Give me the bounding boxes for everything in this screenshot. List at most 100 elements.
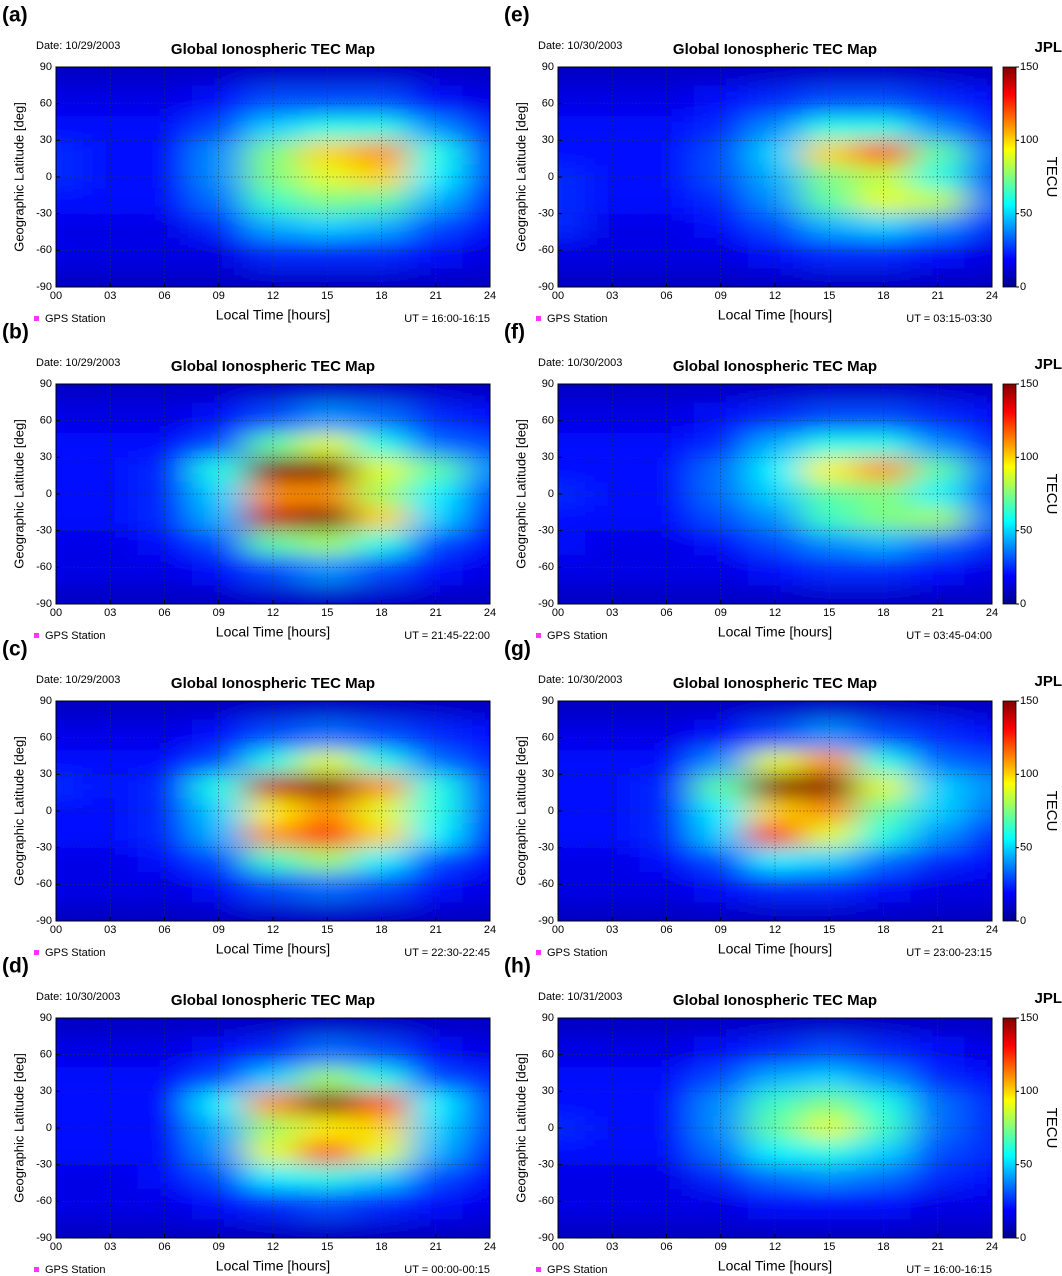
tec-cell xyxy=(191,701,246,720)
tec-cell xyxy=(56,701,84,720)
tec-cell xyxy=(408,1018,463,1037)
tec-cell xyxy=(354,701,409,720)
legend-label: GPS Station xyxy=(45,947,106,959)
tec-cell xyxy=(964,1219,992,1238)
tec-cell xyxy=(137,701,192,720)
tec-cell xyxy=(300,1018,355,1037)
tec-cell xyxy=(639,402,694,433)
tec-cell xyxy=(558,268,586,287)
x-tick-label: 03 xyxy=(606,1241,618,1253)
tec-cell xyxy=(910,1018,965,1037)
tec-cell xyxy=(300,402,355,433)
tec-cell xyxy=(137,67,192,86)
y-tick-label: 30 xyxy=(40,768,52,780)
tec-cell xyxy=(83,719,138,750)
x-tick-label: 18 xyxy=(375,924,387,936)
panel-label: (d) xyxy=(2,955,29,978)
x-tick-label: 18 xyxy=(375,607,387,619)
y-tick-label: 0 xyxy=(46,171,52,183)
tec-cell xyxy=(910,402,965,433)
y-axis-label: Geographic Latitude [deg] xyxy=(11,736,26,886)
x-axis-label: Local Time [hours] xyxy=(718,1258,832,1274)
tec-cell xyxy=(245,85,301,116)
tec-cell xyxy=(462,67,490,86)
tec-cell xyxy=(462,1018,490,1037)
tec-cell xyxy=(747,384,803,403)
panel-label: (g) xyxy=(504,638,531,661)
tec-cell xyxy=(408,67,463,86)
tec-cell xyxy=(558,701,586,720)
y-tick-label: 0 xyxy=(548,488,554,500)
panel: 00 03 06 09 12 15 18 21 24 -90 -60 -30 0 30 60 90 (b) Dat… xyxy=(2,321,496,642)
colorbar-tick-label: 50 xyxy=(1020,842,1032,854)
tec-cell xyxy=(462,85,490,116)
tec-cell xyxy=(462,774,490,799)
y-tick-label: 90 xyxy=(40,1012,52,1024)
x-tick-label: 06 xyxy=(158,607,170,619)
tec-cell xyxy=(462,555,490,586)
colorbar-tick-label: 0 xyxy=(1020,281,1026,293)
map-area xyxy=(56,384,490,604)
tec-cell xyxy=(137,402,192,433)
tec-cell xyxy=(462,1091,490,1116)
x-tick-label: 06 xyxy=(660,290,672,302)
tec-cell xyxy=(408,85,463,116)
colorbar-tick-label: 150 xyxy=(1020,695,1038,707)
tec-cell xyxy=(245,1018,301,1037)
tec-cell xyxy=(910,85,965,116)
tec-cell xyxy=(964,268,992,287)
x-tick-label: 12 xyxy=(267,924,279,936)
tec-cell xyxy=(462,823,490,848)
tec-cell xyxy=(964,506,992,531)
tec-cell xyxy=(747,85,803,116)
legend-marker xyxy=(34,1267,39,1272)
x-tick-label: 21 xyxy=(430,924,442,936)
tec-cell xyxy=(56,238,84,269)
colorbar-tick-label: 50 xyxy=(1020,1159,1032,1171)
panel: 00 03 06 09 12 15 18 21 24 -90 -60 -30 0 30 60 90 (c) Dat… xyxy=(2,638,496,959)
x-tick-label: 21 xyxy=(932,924,944,936)
tec-cell xyxy=(558,506,586,531)
x-axis-label: Local Time [hours] xyxy=(718,307,832,323)
y-tick-label: -60 xyxy=(36,561,52,573)
date: Date: 10/30/2003 xyxy=(538,357,622,369)
x-tick-label: 12 xyxy=(267,1241,279,1253)
tec-cell xyxy=(558,1036,586,1067)
y-tick-label: -90 xyxy=(36,598,52,610)
tec-cell xyxy=(585,384,640,403)
tec-cell xyxy=(83,1018,138,1037)
tec-cell xyxy=(56,268,84,287)
x-tick-label: 18 xyxy=(877,607,889,619)
colorbar xyxy=(1002,1017,1017,1239)
x-tick-label: 00 xyxy=(50,290,62,302)
tec-cell xyxy=(462,530,490,556)
tec-cell xyxy=(558,774,586,799)
colorbar-tick-label: 100 xyxy=(1020,1085,1038,1097)
y-tick-label: -90 xyxy=(538,281,554,293)
tec-cell xyxy=(964,457,992,482)
tec-cell xyxy=(964,189,992,214)
y-tick-label: -30 xyxy=(538,1159,554,1171)
y-tick-label: 30 xyxy=(542,451,554,463)
tec-cell xyxy=(462,213,490,239)
tec-cell xyxy=(354,85,409,116)
tec-cell xyxy=(462,749,490,775)
tec-cell xyxy=(462,1219,490,1238)
x-tick-label: 12 xyxy=(267,607,279,619)
tec-cell xyxy=(56,1036,84,1067)
tec-cell xyxy=(558,1066,586,1092)
tec-cell xyxy=(56,457,84,482)
x-tick-label: 06 xyxy=(158,290,170,302)
x-tick-label: 18 xyxy=(877,1241,889,1253)
ut-label: UT = 23:00-23:15 xyxy=(906,947,992,959)
tec-cell xyxy=(462,140,490,165)
ut-label: UT = 21:45-22:00 xyxy=(404,630,490,642)
tec-cell xyxy=(354,384,409,403)
panel: 00 03 06 09 12 15 18 21 24 -90 -60 -30 0 30 60 90 (e) Dat… xyxy=(504,4,1062,325)
y-tick-label: -30 xyxy=(36,842,52,854)
tec-cell xyxy=(354,1018,409,1037)
tec-cell xyxy=(83,384,138,403)
y-tick-label: 30 xyxy=(40,1085,52,1097)
x-tick-label: 15 xyxy=(823,1241,835,1253)
tec-cell xyxy=(408,701,463,720)
